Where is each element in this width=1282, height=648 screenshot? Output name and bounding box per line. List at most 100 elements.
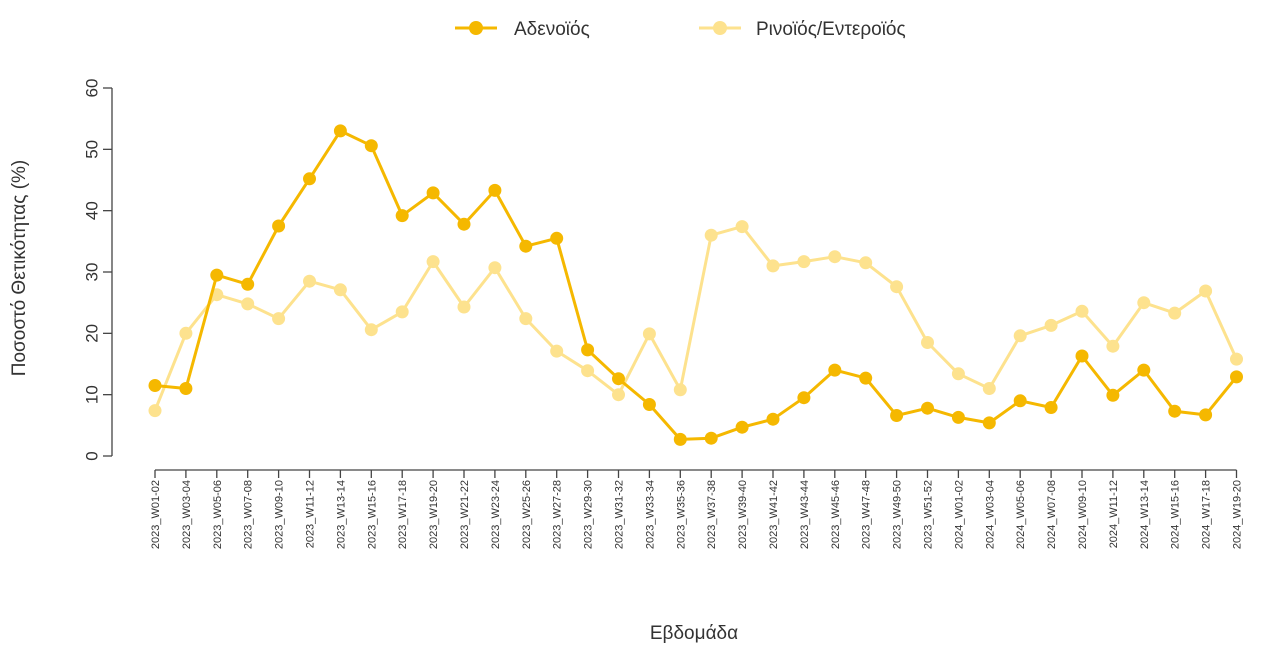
x-tick-label: 2023_W07-08 <box>243 480 255 549</box>
series-rhino-enterovirus <box>148 220 1243 418</box>
x-tick-label: 2023_W47-48 <box>861 480 873 549</box>
legend-label: Ρινοϊός/Εντεροϊός <box>756 19 906 40</box>
data-point <box>395 209 409 223</box>
data-point <box>241 277 255 291</box>
data-point <box>1137 363 1151 377</box>
data-point <box>1199 284 1213 298</box>
data-point <box>364 139 378 153</box>
data-point <box>1044 401 1058 414</box>
data-point <box>735 420 749 434</box>
x-tick-label: 2024_W13-14 <box>1139 480 1151 549</box>
data-point <box>426 186 440 200</box>
data-point <box>333 124 347 138</box>
data-point <box>704 228 718 242</box>
y-tick-label: 40 <box>82 201 101 220</box>
x-tick-label: 2023_W39-40 <box>737 480 749 549</box>
data-point <box>1075 304 1089 318</box>
x-tick-label: 2024_W03-04 <box>984 480 996 549</box>
data-point <box>735 220 749 234</box>
x-axis-title: Εβδομάδα <box>650 623 738 644</box>
data-point <box>982 416 996 430</box>
data-point <box>1230 352 1243 366</box>
x-tick-label: 2023_W45-46 <box>830 480 842 549</box>
legend-marker <box>469 21 483 35</box>
x-tick-label: 2023_W37-38 <box>706 480 718 549</box>
data-point <box>828 250 842 264</box>
data-point <box>519 312 533 326</box>
x-tick-label: 2024_W07-08 <box>1046 480 1058 549</box>
data-point <box>426 255 440 269</box>
data-point <box>148 379 162 392</box>
data-point <box>457 217 471 231</box>
data-point <box>550 344 564 358</box>
data-point <box>210 268 224 282</box>
data-point <box>859 256 873 270</box>
data-point <box>1013 329 1027 343</box>
data-point <box>951 410 965 424</box>
x-tick-label: 2024_W17-18 <box>1201 480 1213 549</box>
data-point <box>982 382 996 395</box>
data-point <box>364 323 378 337</box>
data-point <box>581 343 595 357</box>
x-tick-label: 2023_W11-12 <box>305 480 317 548</box>
data-point <box>951 367 965 381</box>
x-tick-label: 2023_W23-24 <box>490 480 502 549</box>
series-line <box>154 129 1238 441</box>
series-adenovirus <box>148 124 1243 446</box>
legend-item: Ρινοϊός/Εντεροϊός <box>699 19 906 40</box>
x-tick-label: 2023_W51-52 <box>923 480 935 549</box>
legend-marker <box>713 21 727 35</box>
legend-item: Αδενοϊός <box>455 19 590 40</box>
data-point <box>148 404 162 418</box>
data-point <box>241 297 255 311</box>
x-tick-label: 2024_W19-20 <box>1232 480 1244 549</box>
data-point <box>1199 408 1213 422</box>
legend-label: Αδενοϊός <box>514 19 590 40</box>
data-point <box>457 300 471 314</box>
data-point <box>1168 306 1182 320</box>
x-tick-label: 2023_W19-20 <box>428 480 440 549</box>
x-tick-label: 2023_W09-10 <box>274 480 286 549</box>
data-point <box>612 388 625 402</box>
data-point <box>704 431 718 445</box>
data-point <box>303 274 316 288</box>
data-point <box>519 239 533 253</box>
x-tick-label: 2023_W21-22 <box>459 480 471 549</box>
data-point <box>179 382 193 395</box>
x-tick-label: 2023_W29-30 <box>583 480 595 549</box>
x-tick-label: 2023_W05-06 <box>212 480 224 549</box>
x-tick-label: 2023_W43-44 <box>799 480 811 549</box>
data-point <box>797 391 811 405</box>
data-point <box>303 172 316 186</box>
y-axis: 0 10 20 30 40 50 60 <box>82 79 113 461</box>
data-point <box>921 401 934 415</box>
data-point <box>1106 339 1120 353</box>
data-point <box>642 398 656 411</box>
data-point <box>797 255 811 269</box>
data-point <box>550 231 564 245</box>
legend: Αδενοϊός Ρινοϊός/Εντεροϊός <box>455 19 906 40</box>
x-tick-label: 2024_W11-12 <box>1108 480 1120 548</box>
data-point <box>272 219 286 233</box>
x-tick-label: 2023_W31-32 <box>614 480 626 549</box>
data-point <box>488 183 502 197</box>
data-point <box>612 372 625 386</box>
y-tick-label: 20 <box>82 324 101 343</box>
data-point <box>890 409 904 422</box>
data-point <box>395 305 409 319</box>
series-line <box>153 225 1238 412</box>
data-point <box>890 280 904 294</box>
data-point <box>1106 388 1120 402</box>
x-tick-label: 2023_W35-36 <box>675 480 687 549</box>
data-point <box>1075 349 1089 363</box>
y-axis-title: Ποσοστό Θετικότητας (%) <box>9 160 30 376</box>
x-tick-label: 2024_W09-10 <box>1077 480 1089 549</box>
x-tick-label: 2023_W27-28 <box>552 480 564 549</box>
data-point <box>1230 370 1243 384</box>
y-tick-label: 50 <box>82 140 101 159</box>
data-point <box>581 364 595 378</box>
data-point <box>488 261 502 275</box>
x-tick-label: 2024_W05-06 <box>1015 480 1027 549</box>
data-point <box>1013 394 1027 408</box>
